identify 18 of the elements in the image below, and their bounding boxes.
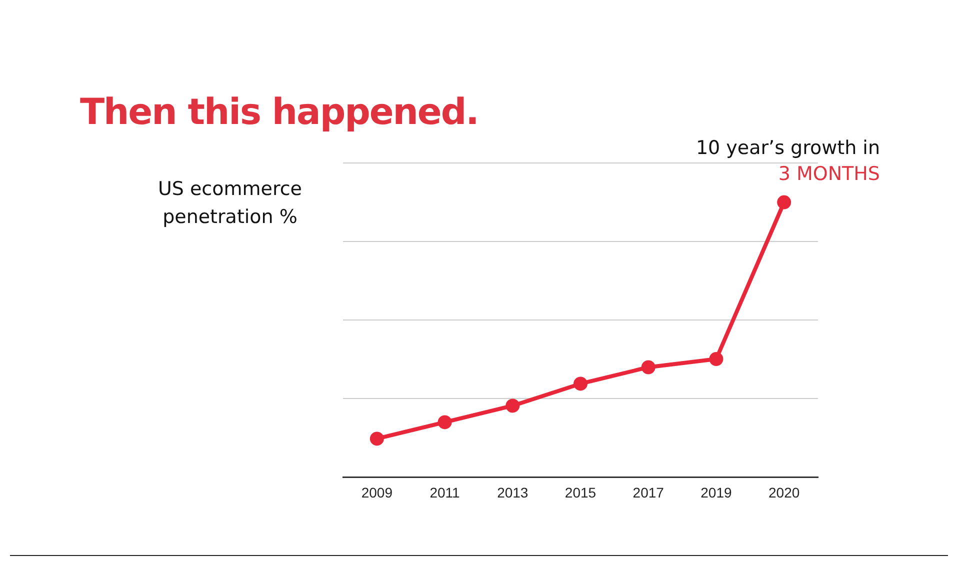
x-tick-label: 2013 [497, 484, 528, 500]
text: 10 year’s growth in [696, 136, 880, 161]
y-axis-title: US ecommerce penetration % [156, 177, 303, 230]
point [506, 398, 520, 413]
x-tick-label: 2015 [564, 484, 596, 500]
chart-title: Then this happened. [80, 92, 478, 133]
point [777, 195, 792, 210]
point [709, 352, 724, 366]
point [370, 432, 384, 446]
x-tick-label: 2020 [768, 484, 800, 500]
x-tick-label: 2009 [361, 484, 393, 500]
x-tick-label: 2017 [632, 484, 664, 500]
point [438, 415, 452, 430]
text: 3 MONTHS [777, 162, 880, 187]
x-tick-label: 2019 [700, 484, 732, 500]
point [641, 360, 656, 374]
x-tick-label: 2011 [430, 484, 460, 500]
point [574, 376, 588, 391]
